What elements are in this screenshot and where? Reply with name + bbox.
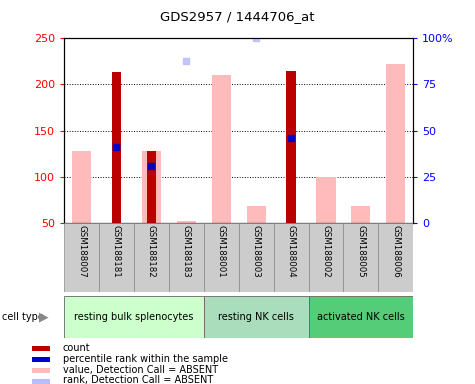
Bar — [212, 75, 231, 223]
Bar — [99, 223, 134, 292]
Text: GDS2957 / 1444706_at: GDS2957 / 1444706_at — [160, 10, 315, 23]
Text: GSM188003: GSM188003 — [252, 225, 261, 278]
Bar — [112, 73, 122, 223]
Text: resting bulk splenocytes: resting bulk splenocytes — [74, 312, 194, 322]
Text: GSM188181: GSM188181 — [112, 225, 121, 278]
Bar — [247, 206, 266, 223]
Text: cell type: cell type — [2, 312, 44, 322]
Point — [357, 17, 365, 23]
Bar — [286, 71, 296, 223]
Bar — [134, 223, 169, 292]
Bar — [309, 223, 343, 292]
Point — [78, 13, 86, 19]
Bar — [386, 64, 405, 223]
Text: GSM188182: GSM188182 — [147, 225, 156, 278]
Point — [287, 135, 295, 141]
Bar — [32, 358, 49, 362]
Bar — [32, 379, 49, 384]
Bar — [32, 346, 49, 351]
Bar — [142, 151, 161, 223]
Bar — [64, 296, 204, 338]
Bar — [204, 223, 238, 292]
Bar — [379, 223, 413, 292]
Bar — [204, 296, 309, 338]
Text: GSM188002: GSM188002 — [322, 225, 331, 278]
Text: activated NK cells: activated NK cells — [317, 312, 405, 322]
Bar — [238, 223, 274, 292]
Bar — [64, 223, 99, 292]
Bar — [274, 223, 309, 292]
Text: resting NK cells: resting NK cells — [218, 312, 294, 322]
Text: GSM188001: GSM188001 — [217, 225, 226, 278]
Bar — [32, 368, 49, 373]
Text: GSM188006: GSM188006 — [391, 225, 400, 278]
Bar — [146, 151, 156, 223]
Point — [322, 2, 330, 8]
Bar — [343, 223, 379, 292]
Text: rank, Detection Call = ABSENT: rank, Detection Call = ABSENT — [63, 375, 213, 384]
Text: GSM188004: GSM188004 — [286, 225, 295, 278]
Bar — [177, 221, 196, 223]
Text: ▶: ▶ — [39, 310, 48, 323]
Point — [148, 162, 155, 169]
Text: GSM188183: GSM188183 — [182, 225, 191, 278]
Text: count: count — [63, 343, 90, 353]
Bar — [316, 177, 335, 223]
Text: value, Detection Call = ABSENT: value, Detection Call = ABSENT — [63, 365, 218, 375]
Point — [182, 58, 190, 64]
Point — [113, 144, 120, 150]
Point — [252, 35, 260, 41]
Bar — [169, 223, 204, 292]
Text: GSM188005: GSM188005 — [356, 225, 365, 278]
Bar — [72, 151, 91, 223]
Text: GSM188007: GSM188007 — [77, 225, 86, 278]
Text: percentile rank within the sample: percentile rank within the sample — [63, 354, 228, 364]
Bar — [309, 296, 413, 338]
Bar — [352, 206, 370, 223]
